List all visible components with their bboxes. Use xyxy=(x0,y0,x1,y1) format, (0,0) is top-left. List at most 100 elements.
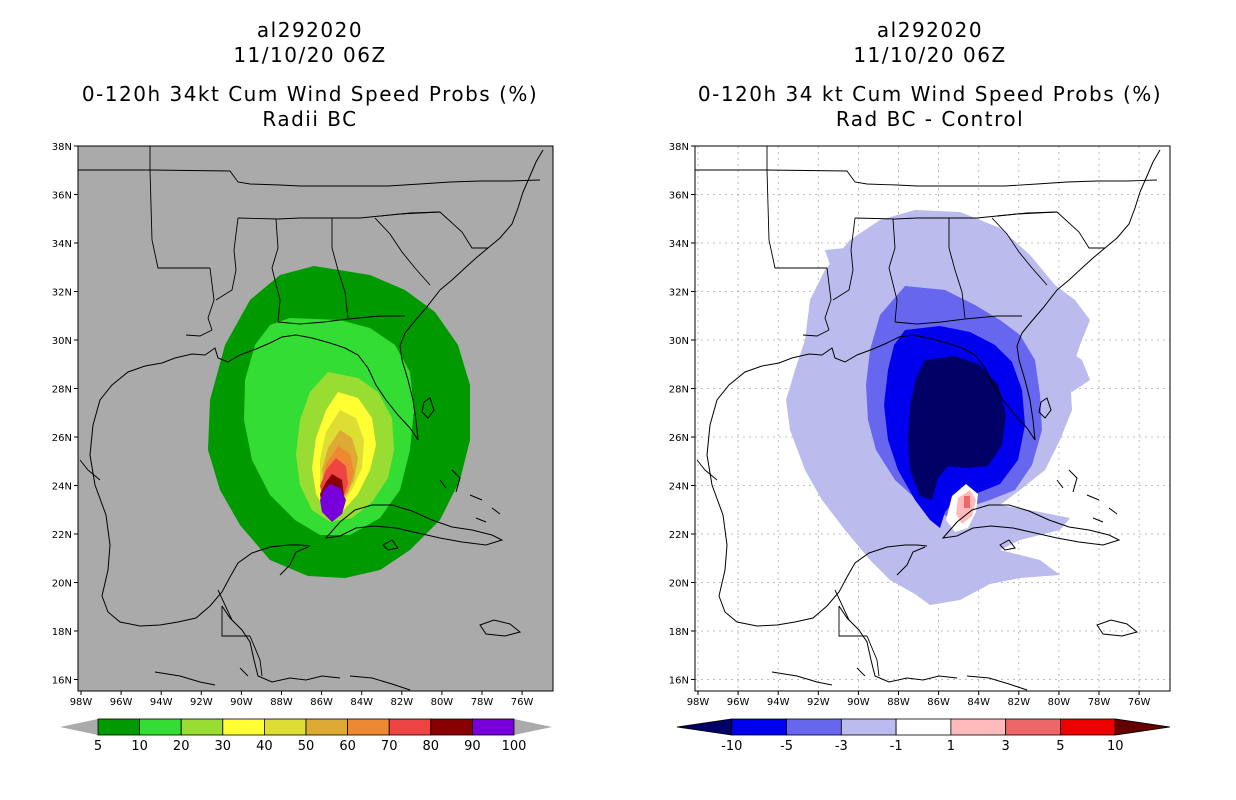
right-colorbar-label: 5 xyxy=(1056,739,1064,754)
right-datetime: 11/10/20 06Z xyxy=(853,43,1007,67)
left-colorbar-label: 40 xyxy=(256,739,273,754)
right-lat-label: 38N xyxy=(669,142,689,153)
left-subtitle: Radii BC xyxy=(262,107,358,131)
right-lon-label: 86W xyxy=(927,697,950,708)
left-colorbar-low-extend xyxy=(60,719,98,735)
right-colorbar-box xyxy=(731,718,787,736)
left-colorbar-box xyxy=(97,718,140,736)
right-diff-dark-navy-region xyxy=(908,356,1006,500)
left-colorbar-label: 50 xyxy=(298,739,315,754)
right-diff-red-marker xyxy=(964,496,970,508)
left-axes: 38N 36N 34N 32N 30N 28N 26N 24N 22N 20N 18N 16N 98W 9… xyxy=(52,142,534,708)
right-axes: 38N 36N 34N 32N 30N 28N 26N 24N 22N 20N 18N 16N 98W 9… xyxy=(669,142,1151,708)
left-colorbar-box xyxy=(388,718,432,736)
left-lat-label: 32N xyxy=(52,288,72,299)
right-lon-label: 78W xyxy=(1088,697,1111,708)
right-lat-label: 20N xyxy=(669,579,689,590)
left-lat-label: 36N xyxy=(52,191,72,202)
left-map: 38N 36N 34N 32N 30N 28N 26N 24N 22N 20N 18N 16N 98W 9… xyxy=(52,142,554,708)
left-colorbar-box xyxy=(305,718,348,736)
right-lon-label: 84W xyxy=(967,697,990,708)
right-colorbar-box xyxy=(1060,718,1116,736)
left-lon-label: 94W xyxy=(150,697,173,708)
left-lat-label: 34N xyxy=(52,239,72,250)
left-storm-id: al292020 xyxy=(256,18,364,42)
left-colorbar-box xyxy=(139,718,182,736)
right-colorbar-box xyxy=(950,718,1007,736)
left-lat-label: 20N xyxy=(52,579,72,590)
right-lat-label: 18N xyxy=(669,627,689,638)
right-storm-id: al292020 xyxy=(876,18,984,42)
right-colorbar-label: 3 xyxy=(1002,739,1010,754)
left-colorbar-box xyxy=(347,718,390,736)
right-colorbar-label: 1 xyxy=(947,739,955,754)
right-colorbar-label: -3 xyxy=(835,739,848,754)
left-lon-label: 98W xyxy=(70,697,93,708)
right-colorbar-box xyxy=(786,718,842,736)
right-diff-light-blue-blob-2 xyxy=(825,248,850,265)
right-diff-light-blue-blob xyxy=(1030,340,1090,392)
left-colorbar: 5 10 20 30 40 50 60 70 80 90 100 xyxy=(60,718,552,754)
left-lat-label: 38N xyxy=(52,142,72,153)
left-colorbar-label: 90 xyxy=(464,739,481,754)
left-lon-label: 96W xyxy=(110,697,133,708)
right-lat-label: 34N xyxy=(669,239,689,250)
right-lat-label: 26N xyxy=(669,433,689,444)
right-colorbar-high-extend xyxy=(1114,718,1171,736)
left-lat-label: 30N xyxy=(52,336,72,347)
left-lon-label: 84W xyxy=(350,697,373,708)
right-colorbar-label: 10 xyxy=(1107,739,1124,754)
left-colorbar-box xyxy=(222,718,265,736)
right-colorbar: -10 -5 -3 -1 1 3 5 10 xyxy=(676,718,1171,754)
right-map: 38N 36N 34N 32N 30N 28N 26N 24N 22N 20N 18N 16N 98W 9… xyxy=(669,142,1171,708)
right-lat-label: 16N xyxy=(669,676,689,687)
left-lon-label: 92W xyxy=(190,697,213,708)
right-colorbar-label: -1 xyxy=(890,739,903,754)
left-lon-label: 80W xyxy=(431,697,454,708)
left-lat-label: 26N xyxy=(52,433,72,444)
right-lon-label: 80W xyxy=(1048,697,1071,708)
left-prob-90-contour xyxy=(320,484,346,522)
left-lat-label: 22N xyxy=(52,530,72,541)
right-lat-label: 28N xyxy=(669,385,689,396)
right-lat-label: 32N xyxy=(669,288,689,299)
right-subtitle: Rad BC - Control xyxy=(835,107,1025,131)
left-colorbar-label: 20 xyxy=(173,739,190,754)
left-colorbar-box xyxy=(471,718,515,736)
left-colorbar-label: 10 xyxy=(131,739,148,754)
left-lat-label: 28N xyxy=(52,385,72,396)
right-colorbar-box xyxy=(1005,718,1061,736)
left-datetime: 11/10/20 06Z xyxy=(233,43,387,67)
left-colorbar-label: 100 xyxy=(502,739,527,754)
left-lon-label: 78W xyxy=(471,697,494,708)
left-lon-label: 76W xyxy=(511,697,534,708)
right-lon-label: 94W xyxy=(767,697,790,708)
left-lon-label: 82W xyxy=(390,697,413,708)
left-colorbar-label: 80 xyxy=(423,739,440,754)
right-map-frame xyxy=(694,145,1171,692)
left-colorbar-box xyxy=(430,718,473,736)
right-lon-label: 76W xyxy=(1128,697,1151,708)
left-title-block: al292020 11/10/20 06Z 0-120h 34kt Cum Wi… xyxy=(30,18,590,132)
right-colorbar-box xyxy=(895,718,952,736)
right-map-gridlines xyxy=(695,146,1170,691)
right-lat-label: 30N xyxy=(669,336,689,347)
left-colorbar-label: 60 xyxy=(339,739,356,754)
right-lon-label: 90W xyxy=(847,697,870,708)
left-lon-label: 88W xyxy=(270,697,293,708)
right-colorbar-low-extend xyxy=(676,718,733,736)
left-map-frame xyxy=(77,145,554,692)
left-lon-label: 86W xyxy=(310,697,333,708)
right-title-block: al292020 11/10/20 06Z 0-120h 34 kt Cum W… xyxy=(640,18,1220,132)
right-colorbar-label: -5 xyxy=(780,739,793,754)
right-lat-label: 22N xyxy=(669,530,689,541)
right-lat-label: 24N xyxy=(669,482,689,493)
right-lon-label: 82W xyxy=(1007,697,1030,708)
right-lat-label: 36N xyxy=(669,191,689,202)
right-colorbar-label: -10 xyxy=(721,739,742,754)
left-colorbar-box xyxy=(263,718,307,736)
right-colorbar-box xyxy=(840,718,897,736)
left-colorbar-label: 30 xyxy=(215,739,232,754)
left-colorbar-label: 5 xyxy=(94,739,102,754)
